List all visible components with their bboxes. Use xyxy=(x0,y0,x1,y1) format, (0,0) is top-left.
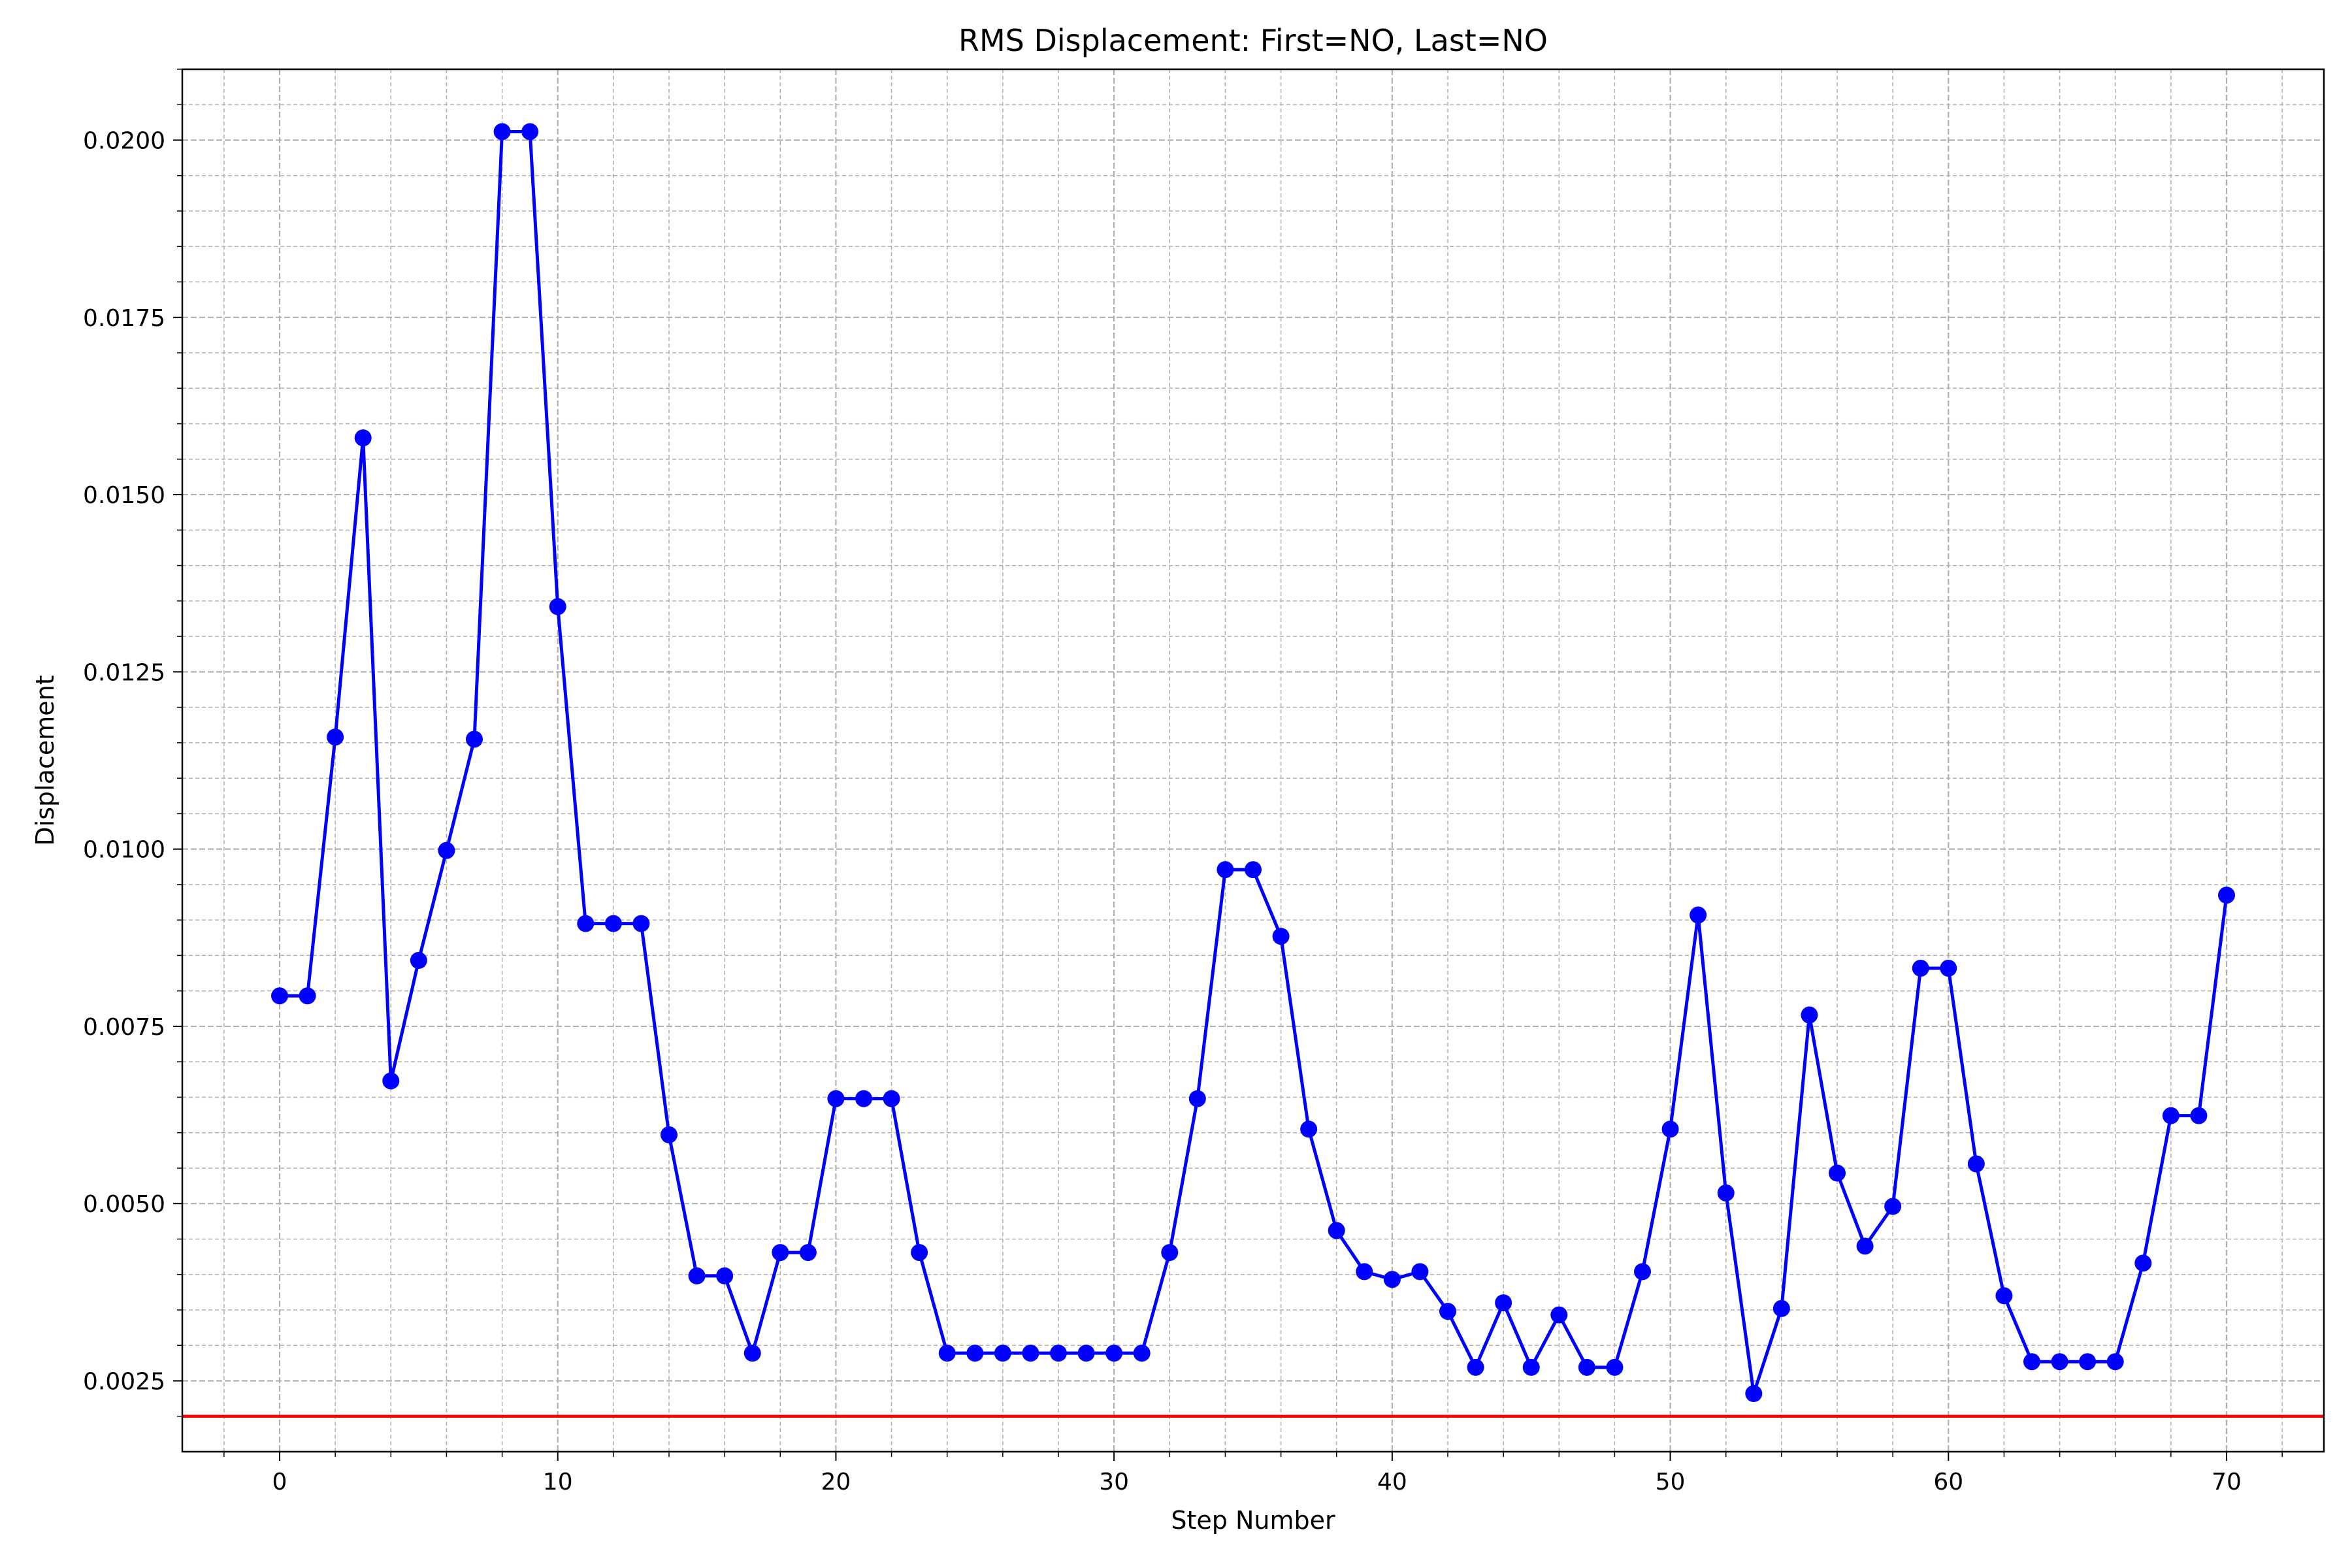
y-tick-label: 0.0200 xyxy=(83,128,165,155)
data-point xyxy=(466,730,483,748)
data-point xyxy=(1606,1358,1624,1376)
x-tick-label: 20 xyxy=(821,1469,851,1495)
data-point xyxy=(716,1267,734,1284)
data-point xyxy=(1495,1294,1512,1312)
y-tick-label: 0.0150 xyxy=(83,482,165,509)
data-point xyxy=(410,952,427,970)
x-tick-label: 10 xyxy=(543,1469,573,1495)
data-point xyxy=(1188,1090,1206,1107)
data-point xyxy=(438,841,455,859)
data-point xyxy=(743,1345,761,1362)
data-point xyxy=(493,123,511,140)
data-point xyxy=(1856,1237,1874,1255)
data-point xyxy=(938,1345,956,1362)
data-point xyxy=(632,915,650,932)
data-point xyxy=(855,1090,872,1107)
data-point xyxy=(354,429,372,447)
data-point xyxy=(1467,1358,1484,1376)
data-point xyxy=(2218,887,2235,904)
data-point xyxy=(2190,1107,2208,1124)
data-point xyxy=(2023,1353,2040,1371)
data-point xyxy=(1300,1120,1318,1138)
data-point xyxy=(911,1244,928,1262)
grid xyxy=(182,69,2324,1452)
x-tick-label: 0 xyxy=(272,1469,287,1495)
x-tick-label: 30 xyxy=(1099,1469,1129,1495)
data-point xyxy=(271,987,288,1005)
data-point xyxy=(1967,1155,1985,1173)
data-point xyxy=(604,915,622,932)
data-point xyxy=(1995,1287,2013,1305)
data-point xyxy=(1884,1198,1902,1215)
data-point xyxy=(772,1244,789,1262)
data-point xyxy=(1439,1303,1456,1320)
data-point xyxy=(1801,1006,1818,1024)
y-axis-label: Displacement xyxy=(31,675,59,845)
chart-title: RMS Displacement: First=NO, Last=NO xyxy=(958,23,1548,58)
y-tick-label: 0.0050 xyxy=(83,1191,165,1218)
data-point xyxy=(577,915,595,932)
data-point xyxy=(827,1090,845,1107)
y-tick-label: 0.0025 xyxy=(83,1368,165,1395)
data-point xyxy=(2051,1353,2068,1371)
data-point xyxy=(1829,1164,1846,1182)
data-point xyxy=(327,728,344,746)
x-tick-label: 40 xyxy=(1377,1469,1407,1495)
data-point xyxy=(1634,1263,1651,1281)
data-point xyxy=(1105,1345,1123,1362)
data-point xyxy=(1578,1358,1595,1376)
data-point xyxy=(1328,1222,1345,1239)
data-point xyxy=(1717,1184,1735,1201)
y-tick-label: 0.0100 xyxy=(83,837,165,864)
data-point xyxy=(1550,1306,1568,1324)
data-point xyxy=(1050,1345,1067,1362)
x-tick-label: 60 xyxy=(1933,1469,1963,1495)
data-point xyxy=(1272,928,1290,945)
y-tick-label: 0.0125 xyxy=(83,659,165,686)
data-point xyxy=(549,598,566,615)
data-point xyxy=(2106,1353,2124,1371)
data-point xyxy=(994,1345,1011,1362)
x-tick-label: 50 xyxy=(1656,1469,1686,1495)
data-point xyxy=(382,1072,400,1090)
data-point xyxy=(299,987,316,1005)
x-tick-label: 70 xyxy=(2212,1469,2242,1495)
series xyxy=(271,123,2235,1403)
data-point xyxy=(1940,959,1957,977)
data-point xyxy=(1522,1358,1540,1376)
data-point xyxy=(1161,1244,1179,1262)
data-point xyxy=(1661,1120,1679,1138)
data-point xyxy=(1690,906,1707,924)
data-point xyxy=(1383,1271,1401,1288)
data-point xyxy=(1217,861,1234,879)
x-axis-label: Step Number xyxy=(1171,1506,1335,1535)
data-point xyxy=(1245,861,1262,879)
data-point xyxy=(1356,1263,1373,1281)
data-point xyxy=(1022,1345,1039,1362)
data-point xyxy=(661,1126,678,1143)
y-tick-label: 0.0175 xyxy=(83,305,165,332)
data-point xyxy=(799,1244,817,1262)
data-point xyxy=(1772,1299,1790,1317)
data-point xyxy=(1912,959,1929,977)
data-point xyxy=(966,1345,984,1362)
data-point xyxy=(521,123,539,140)
data-point xyxy=(1133,1345,1151,1362)
data-point xyxy=(1745,1385,1763,1403)
axis-ticks: 0 10 20 30 40 50 60 70 0.0025 0.0050 0.0075 0.0100 0… xyxy=(83,69,2283,1495)
data-point xyxy=(2134,1254,2152,1272)
data-point xyxy=(2162,1107,2180,1124)
data-point xyxy=(1077,1345,1095,1362)
data-point xyxy=(883,1090,900,1107)
plot-frame xyxy=(181,68,2325,1453)
data-point xyxy=(2079,1353,2097,1371)
data-point xyxy=(688,1267,706,1284)
y-tick-label: 0.0075 xyxy=(83,1014,165,1041)
data-point xyxy=(1411,1263,1429,1281)
